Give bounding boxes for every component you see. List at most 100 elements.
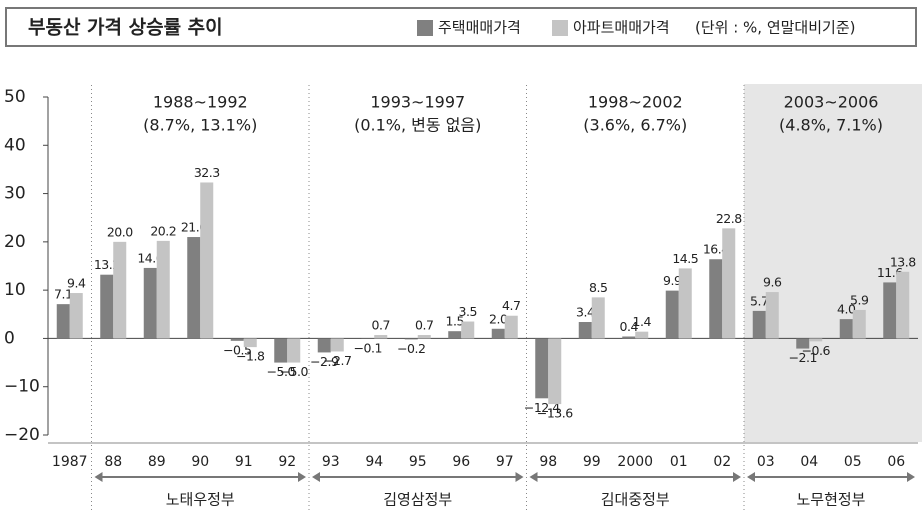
bar [56, 304, 70, 339]
y-tick-label: 0 [4, 328, 15, 348]
bar [591, 297, 605, 339]
x-tick-label: 91 [235, 454, 253, 470]
legend-label: 주택매매가격 [438, 19, 521, 37]
bar [548, 338, 562, 405]
value-label: 2.0 [489, 311, 508, 326]
value-label: −0.1 [354, 340, 382, 355]
value-label: 9.4 [67, 276, 86, 291]
value-label: −2.1 [789, 350, 817, 365]
value-label: 22.8 [716, 211, 742, 226]
x-tick-label: 99 [583, 454, 601, 470]
bar [883, 282, 897, 339]
value-label: 0.7 [372, 318, 390, 333]
bar [243, 338, 257, 348]
value-label: −2.7 [323, 353, 351, 368]
bar [678, 268, 692, 339]
value-label: 5.9 [850, 292, 869, 307]
bar [578, 322, 592, 339]
bar [113, 241, 127, 339]
bar [317, 338, 331, 353]
value-label: 20.0 [107, 224, 133, 239]
value-label: 1.5 [446, 314, 464, 329]
bar [635, 331, 649, 339]
bar [69, 293, 83, 339]
era-label: 노태우정부 [166, 491, 235, 509]
bar [230, 338, 244, 341]
bar [100, 274, 114, 339]
bar [504, 315, 518, 339]
bar [622, 336, 636, 339]
bar [709, 259, 723, 339]
x-tick-label: 2000 [617, 454, 653, 470]
x-tick-label: 05 [844, 454, 862, 470]
period-range: 1993~1997 [370, 93, 465, 112]
x-tick-label: 97 [496, 454, 514, 470]
period-range: 1988~1992 [153, 93, 248, 112]
x-tick-label: 92 [278, 454, 296, 470]
value-label: −0.6 [802, 343, 831, 358]
value-label: 0.4 [620, 319, 639, 334]
y-tick-label: 30 [4, 184, 26, 204]
bar [809, 338, 823, 342]
x-tick-label: 90 [191, 454, 209, 470]
x-tick-label: 89 [148, 454, 166, 470]
y-tick-label: 50 [4, 87, 26, 107]
value-label: 4.7 [502, 298, 520, 313]
period-range: 2003~2006 [784, 93, 879, 112]
bar [143, 267, 157, 339]
y-tick-label: −20 [4, 425, 40, 445]
bar [448, 331, 462, 339]
value-label: 8.5 [589, 280, 607, 295]
title-box [5, 7, 917, 47]
y-tick-label: 40 [4, 135, 26, 155]
period-average: (3.6%, 6.7%) [583, 116, 687, 135]
value-label: 0.7 [415, 318, 433, 333]
bar [287, 338, 301, 363]
value-label: 4.0 [837, 302, 856, 317]
period-average: (8.7%, 13.1%) [143, 116, 257, 135]
bar [374, 335, 388, 339]
x-tick-label: 06 [887, 454, 905, 470]
bar [752, 310, 766, 339]
legend-label: 아파트매매가격 [573, 19, 670, 37]
x-tick-label: 94 [365, 454, 383, 470]
bar [187, 237, 201, 339]
x-tick-label: 03 [757, 454, 775, 470]
bar [765, 292, 779, 339]
era-label: 김대중정부 [601, 491, 670, 509]
bar [839, 319, 853, 339]
period-range: 1998~2002 [588, 93, 683, 112]
unit-note: (단위 : %, 연말대비기준) [695, 19, 855, 37]
bar [852, 309, 866, 339]
x-tick-label: 88 [104, 454, 122, 470]
bar [722, 228, 736, 339]
x-tick-label: 04 [800, 454, 818, 470]
value-label: 9.6 [763, 275, 782, 290]
bar [200, 182, 214, 339]
bar [896, 271, 910, 339]
value-label: 32.3 [194, 165, 220, 180]
legend-swatch [417, 20, 433, 36]
bar [274, 338, 288, 363]
value-label: −1.8 [236, 349, 265, 364]
period-average: (0.1%, 변동 없음) [354, 116, 481, 135]
value-label: 13.8 [890, 254, 916, 269]
bar [796, 338, 810, 349]
value-label: 14.5 [672, 251, 698, 266]
value-label: 7.1 [54, 287, 72, 302]
x-tick-label: 95 [409, 454, 427, 470]
x-tick-label: 02 [713, 454, 731, 470]
value-label: −5.0 [267, 364, 296, 379]
value-label: −2.9 [310, 354, 339, 369]
value-label: −0.2 [397, 341, 425, 356]
value-label: 3.5 [459, 304, 477, 319]
x-tick-label: 01 [670, 454, 688, 470]
period-average: (4.8%, 7.1%) [779, 116, 883, 135]
chart-title: 부동산 가격 상승률 추이 [28, 17, 223, 39]
bar [491, 328, 505, 339]
highlight-region [744, 84, 922, 442]
y-tick-label: −10 [4, 377, 40, 397]
value-label: −5.0 [280, 364, 309, 379]
bar [330, 338, 344, 352]
x-tick-label: 98 [539, 454, 557, 470]
